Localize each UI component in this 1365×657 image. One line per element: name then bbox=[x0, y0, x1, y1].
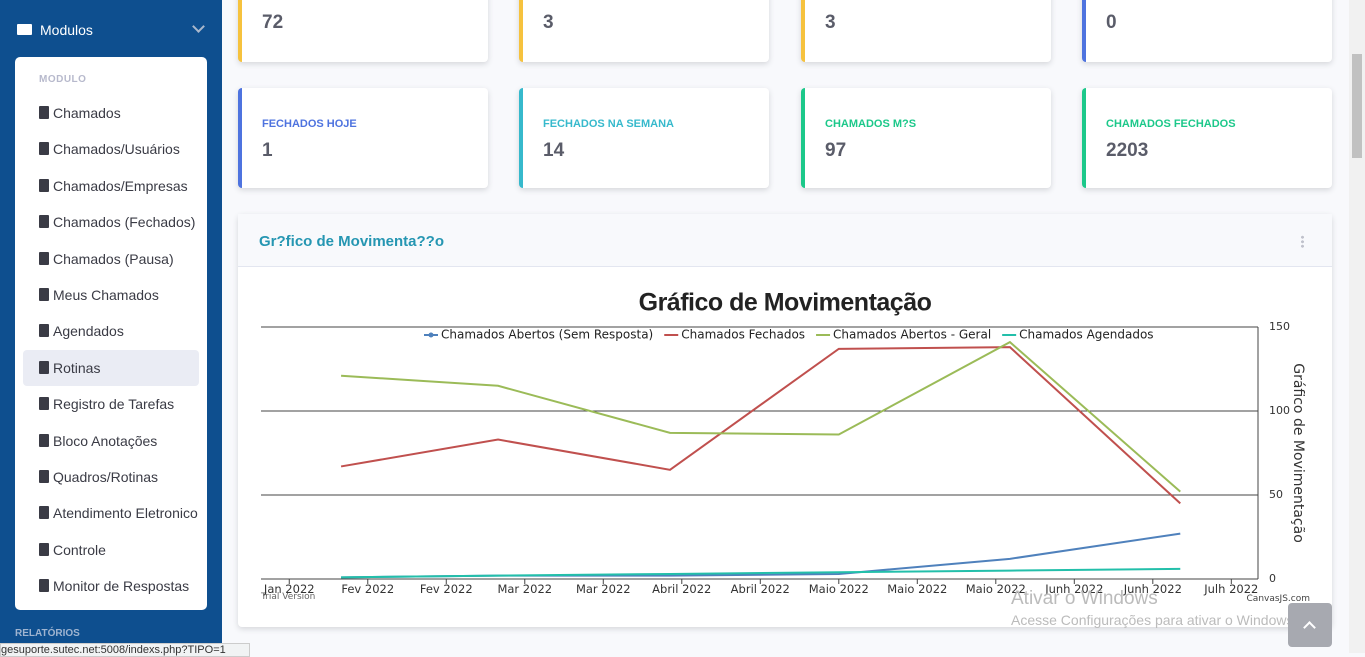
x-tick-label: Maio 2022 bbox=[809, 582, 869, 596]
stat-value: 14 bbox=[543, 140, 565, 161]
watermark-text: Acesse Configurações para ativar o Windo… bbox=[1011, 612, 1291, 628]
menu-item[interactable]: Meus Chamados bbox=[23, 277, 199, 313]
x-tick-label: Mar 2022 bbox=[497, 582, 552, 596]
folder-icon bbox=[17, 24, 32, 35]
stat-value: 3 bbox=[543, 12, 554, 33]
scrollbar[interactable] bbox=[1349, 0, 1365, 653]
x-tick-label: Maio 2022 bbox=[966, 582, 1026, 596]
credit: CanvasJS.com bbox=[1247, 594, 1310, 604]
x-tick-label: Abril 2022 bbox=[652, 582, 711, 596]
x-tick-label: Maio 2022 bbox=[887, 582, 947, 596]
y-tick-label: 100 bbox=[1269, 404, 1290, 417]
menu-item[interactable]: Controle bbox=[23, 532, 199, 568]
x-tick-label: Mar 2022 bbox=[576, 582, 631, 596]
watermark-title: Ativar o Windows bbox=[1011, 588, 1158, 609]
stat-value: 0 bbox=[1106, 12, 1117, 33]
stat-card: FECHADOS HOJE 1 bbox=[238, 88, 488, 188]
stat-card: 3 bbox=[801, 0, 1051, 62]
x-tick-label: Julh 2022 bbox=[1203, 582, 1258, 596]
chart-title: Gráfico de Movimentação bbox=[639, 289, 932, 317]
stat-value: 97 bbox=[825, 140, 847, 161]
panel-heading: MODULO bbox=[39, 74, 87, 85]
scroll-top[interactable] bbox=[1288, 603, 1332, 647]
panel-header bbox=[238, 214, 1332, 267]
menu-item[interactable]: Agendados bbox=[23, 313, 199, 349]
stat-label: CHAMADOS FECHADOS bbox=[1106, 118, 1236, 130]
legend-dot bbox=[428, 332, 434, 338]
stat-value: 2203 bbox=[1106, 140, 1149, 161]
menu-item[interactable]: Chamados (Fechados) bbox=[23, 204, 199, 240]
chart-panel: Gr?fico de Movimenta??o bbox=[238, 214, 1332, 627]
menu-item[interactable]: Chamados bbox=[23, 95, 199, 131]
series-line bbox=[341, 567, 1181, 579]
x-tick-label: Junh 2022 bbox=[1123, 582, 1182, 596]
stat-card: FECHADOS NA SEMANA 14 bbox=[519, 88, 769, 188]
stat-value: 72 bbox=[262, 12, 284, 33]
x-tick-label: Jan 2022 bbox=[263, 582, 315, 596]
stat-value: 1 bbox=[262, 140, 273, 161]
legend-label: Chamados Agendados bbox=[1019, 328, 1153, 342]
footer-heading: RELATÓRIOS bbox=[15, 628, 80, 639]
legend-label: Chamados Abertos (Sem Resposta) bbox=[441, 328, 653, 342]
y-tick-label: 0 bbox=[1269, 572, 1276, 585]
panel-menu[interactable] bbox=[1301, 235, 1304, 248]
trial: Trial Version bbox=[260, 592, 315, 602]
series-line bbox=[340, 346, 1181, 505]
menu-item[interactable]: Bloco Anotações bbox=[23, 423, 199, 459]
x-tick-label: Abril 2022 bbox=[731, 582, 790, 596]
stat-card: CHAMADOS FECHADOS 2203 bbox=[1082, 88, 1332, 188]
menu-panel: MODULO Chamados Chamados/Usuários Chamados… bbox=[15, 57, 207, 610]
stat-label: FECHADOS NA SEMANA bbox=[543, 118, 674, 130]
panel-title: Gr?fico de Movimenta??o bbox=[259, 233, 445, 250]
y-tick-label: 50 bbox=[1269, 488, 1283, 501]
menu-item[interactable]: Chamados/Usuários bbox=[23, 131, 199, 167]
x-tick-label: Fev 2022 bbox=[341, 582, 394, 596]
stat-card: 0 bbox=[1082, 0, 1332, 62]
y-axis-label: Gráfico de Movimentação bbox=[1290, 363, 1306, 543]
legend-label: Chamados Fechados bbox=[681, 328, 805, 342]
menu-item[interactable]: Registro de Tarefas bbox=[23, 386, 199, 422]
series-line bbox=[341, 340, 1181, 493]
x-tick-label: Junh 2022 bbox=[1044, 582, 1103, 596]
x-tick-label: Fev 2022 bbox=[420, 582, 473, 596]
stat-value: 3 bbox=[825, 12, 836, 33]
y-tick-label: 150 bbox=[1269, 320, 1290, 333]
menu-item[interactable]: Atendimento Eletronico bbox=[23, 495, 199, 531]
stat-label: CHAMADOS M?S bbox=[825, 118, 917, 130]
stat-label: FECHADOS HOJE bbox=[262, 118, 357, 130]
section-title[interactable]: Modulos bbox=[40, 22, 93, 38]
stat-card: CHAMADOS M?S 97 bbox=[801, 88, 1051, 188]
menu-item[interactable]: Chamados (Pausa) bbox=[23, 241, 199, 277]
menu-item[interactable]: Monitor de Respostas bbox=[23, 568, 199, 604]
sidebar: Modulos MODULO Chamados Chamados/Usuários… bbox=[0, 0, 222, 653]
menu-item[interactable]: Quadros/Rotinas bbox=[23, 459, 199, 495]
stat-card: 3 bbox=[519, 0, 769, 62]
stat-card: 72 bbox=[238, 0, 488, 62]
menu-item[interactable]: Chamados/Empresas bbox=[23, 168, 199, 204]
menu-item[interactable]: Rotinas bbox=[23, 349, 199, 386]
legend-label: Chamados Abertos - Geral bbox=[833, 328, 991, 342]
